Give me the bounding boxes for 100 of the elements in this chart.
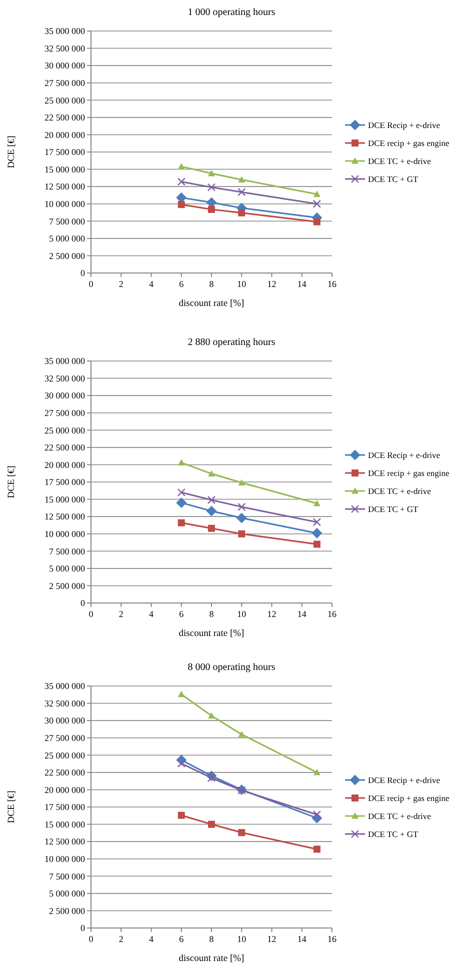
y-tick-label: 2 500 000 [49,580,86,591]
point [208,524,215,532]
point [178,690,185,698]
y-axis-title: DCE [€] [7,136,17,168]
x-tick-label: 0 [88,934,94,944]
point [176,192,187,203]
y-tick-label: 25 000 000 [44,750,86,760]
point [312,200,322,208]
y-tick-label: 5 000 000 [49,234,86,244]
point [176,497,187,508]
x-tick-label: 2 [118,934,124,944]
point [238,176,246,182]
point [178,519,185,526]
y-tick-label: 32 500 000 [44,373,86,384]
point [313,846,320,853]
x-tick-label: 12 [267,609,276,619]
y-tick-label: 27 500 000 [44,408,86,418]
x-tick-label: 0 [88,609,94,619]
x-tick-label: 16 [328,279,337,289]
y-tick-label: 0 [80,268,86,278]
legend-label: DCE recip + gas engine [368,468,450,478]
point [312,810,322,819]
x-tick-label: 16 [328,609,337,619]
y-tick-label: 7 500 000 [49,546,86,556]
x-tick-label: 10 [237,609,247,619]
y-tick-label: 27 500 000 [44,733,86,744]
x-tick-label: 8 [209,279,214,289]
y-tick-label: 10 000 000 [44,199,86,210]
y-tick-label: 2 500 000 [49,250,86,261]
legend-label: DCE recip + gas engine [368,792,450,803]
x-tick-label: 6 [179,934,184,944]
y-tick-label: 0 [80,598,86,608]
y-tick-label: 10 000 000 [44,529,86,540]
y-tick-label: 5 000 000 [49,564,86,574]
point [236,512,247,524]
x-tick-label: 8 [209,609,214,619]
y-tick-label: 12 500 000 [44,512,86,522]
legend-label: DCE Recip + e-drive [368,774,440,785]
y-tick-label: 15 000 000 [44,164,86,174]
legend-label: DCE Recip + e-drive [368,120,440,130]
x-tick-label: 4 [149,609,154,619]
y-tick-label: 22 500 000 [44,442,86,453]
x-tick-label: 0 [88,279,94,289]
point [238,502,246,511]
x-axis-title: discount rate [%] [178,629,244,639]
point [208,712,215,719]
point [313,218,320,226]
point [312,528,322,538]
legend-label: DCE TC + e-drive [368,156,432,166]
legend-label: DCE Recip + e-drive [368,450,440,460]
y-tick-label: 22 500 000 [44,768,86,778]
legend-label: DCE TC + e-drive [368,810,432,821]
y-tick-label: 10 000 000 [44,854,86,864]
x-tick-label: 14 [297,279,307,289]
x-tick-label: 6 [179,609,184,619]
x-tick-label: 14 [297,609,307,619]
y-tick-label: 7 500 000 [49,216,86,226]
point [238,730,246,738]
y-tick-label: 7 500 000 [49,871,86,882]
point [178,201,185,208]
y-tick-label: 17 500 000 [44,477,86,488]
y-tick-label: 27 500 000 [44,78,86,88]
legend-label: DCE TC + GT [368,828,420,839]
point [313,190,320,197]
x-tick-label: 4 [149,934,154,944]
x-axis-title: discount rate [%] [178,299,244,309]
x-tick-label: 2 [118,279,124,289]
point [207,496,216,504]
x-tick-label: 10 [237,934,247,944]
point [238,479,246,486]
y-axis-title: DCE [€] [7,790,17,824]
point [238,829,246,836]
point [207,183,216,192]
point [238,530,246,538]
x-tick-label: 14 [297,934,307,944]
y-tick-label: 20 000 000 [44,130,86,140]
point [238,188,246,196]
point [208,470,215,477]
x-axis-title: discount rate [%] [178,954,244,964]
chart-title: 8 000 operating hours [188,662,276,673]
point [313,768,320,776]
y-tick-label: 5 000 000 [49,888,86,899]
x-tick-label: 4 [149,279,154,289]
legend-label: DCE recip + gas engine [368,138,450,148]
y-tick-label: 20 000 000 [44,460,86,470]
y-tick-label: 25 000 000 [44,425,86,436]
legend-label: DCE TC + GT [368,504,420,514]
y-tick-label: 35 000 000 [44,681,86,692]
point [208,820,215,828]
point [206,506,217,516]
point [177,178,186,186]
y-tick-label: 12 500 000 [44,182,86,192]
y-tick-label: 15 000 000 [44,819,86,830]
point [312,518,322,526]
point [208,206,215,213]
y-tick-label: 30 000 000 [44,60,86,71]
point [178,163,185,170]
y-tick-label: 2 500 000 [49,906,86,916]
y-tick-label: 15 000 000 [44,494,86,504]
chart-title: 1 000 operating hours [188,7,276,18]
